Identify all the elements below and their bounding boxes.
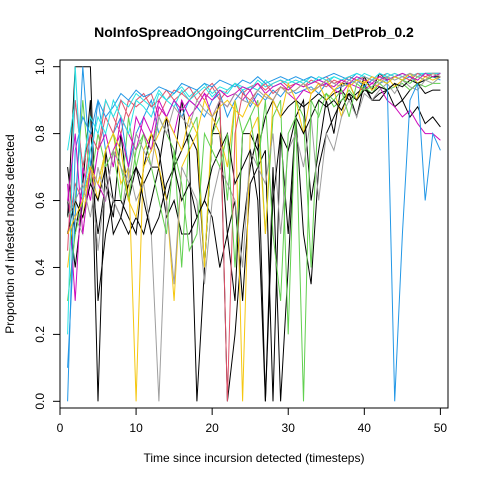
x-tick-label: 40 xyxy=(358,421,372,435)
y-tick-label: 0.2 xyxy=(33,326,47,343)
series-line-8 xyxy=(68,83,441,301)
y-tick-label: 0.0 xyxy=(33,393,47,410)
series-line-1 xyxy=(68,67,441,402)
chart-title: NoInfoSpreadOngoingCurrentClim_DetProb_0… xyxy=(94,24,414,40)
y-tick-label: 0.4 xyxy=(33,259,47,276)
y-axis: 0.0 0.2 0.4 0.6 0.8 1.0 xyxy=(33,58,60,410)
x-tick-label: 50 xyxy=(434,421,448,435)
series-layer xyxy=(68,67,441,402)
series-line-3 xyxy=(68,87,441,301)
y-tick-label: 0.8 xyxy=(33,125,47,142)
y-tick-label: 1.0 xyxy=(33,58,47,75)
series-line-6 xyxy=(68,67,441,368)
x-tick-label: 20 xyxy=(205,421,219,435)
y-tick-label: 0.6 xyxy=(33,192,47,209)
x-axis-label: Time since incursion detected (timesteps… xyxy=(144,451,365,465)
x-tick-label: 0 xyxy=(57,421,64,435)
x-tick-label: 10 xyxy=(129,421,143,435)
y-axis-label: Proportion of infested nodes detected xyxy=(3,134,17,333)
x-tick-label: 30 xyxy=(282,421,296,435)
x-axis: 0 10 20 30 40 50 xyxy=(57,408,448,435)
